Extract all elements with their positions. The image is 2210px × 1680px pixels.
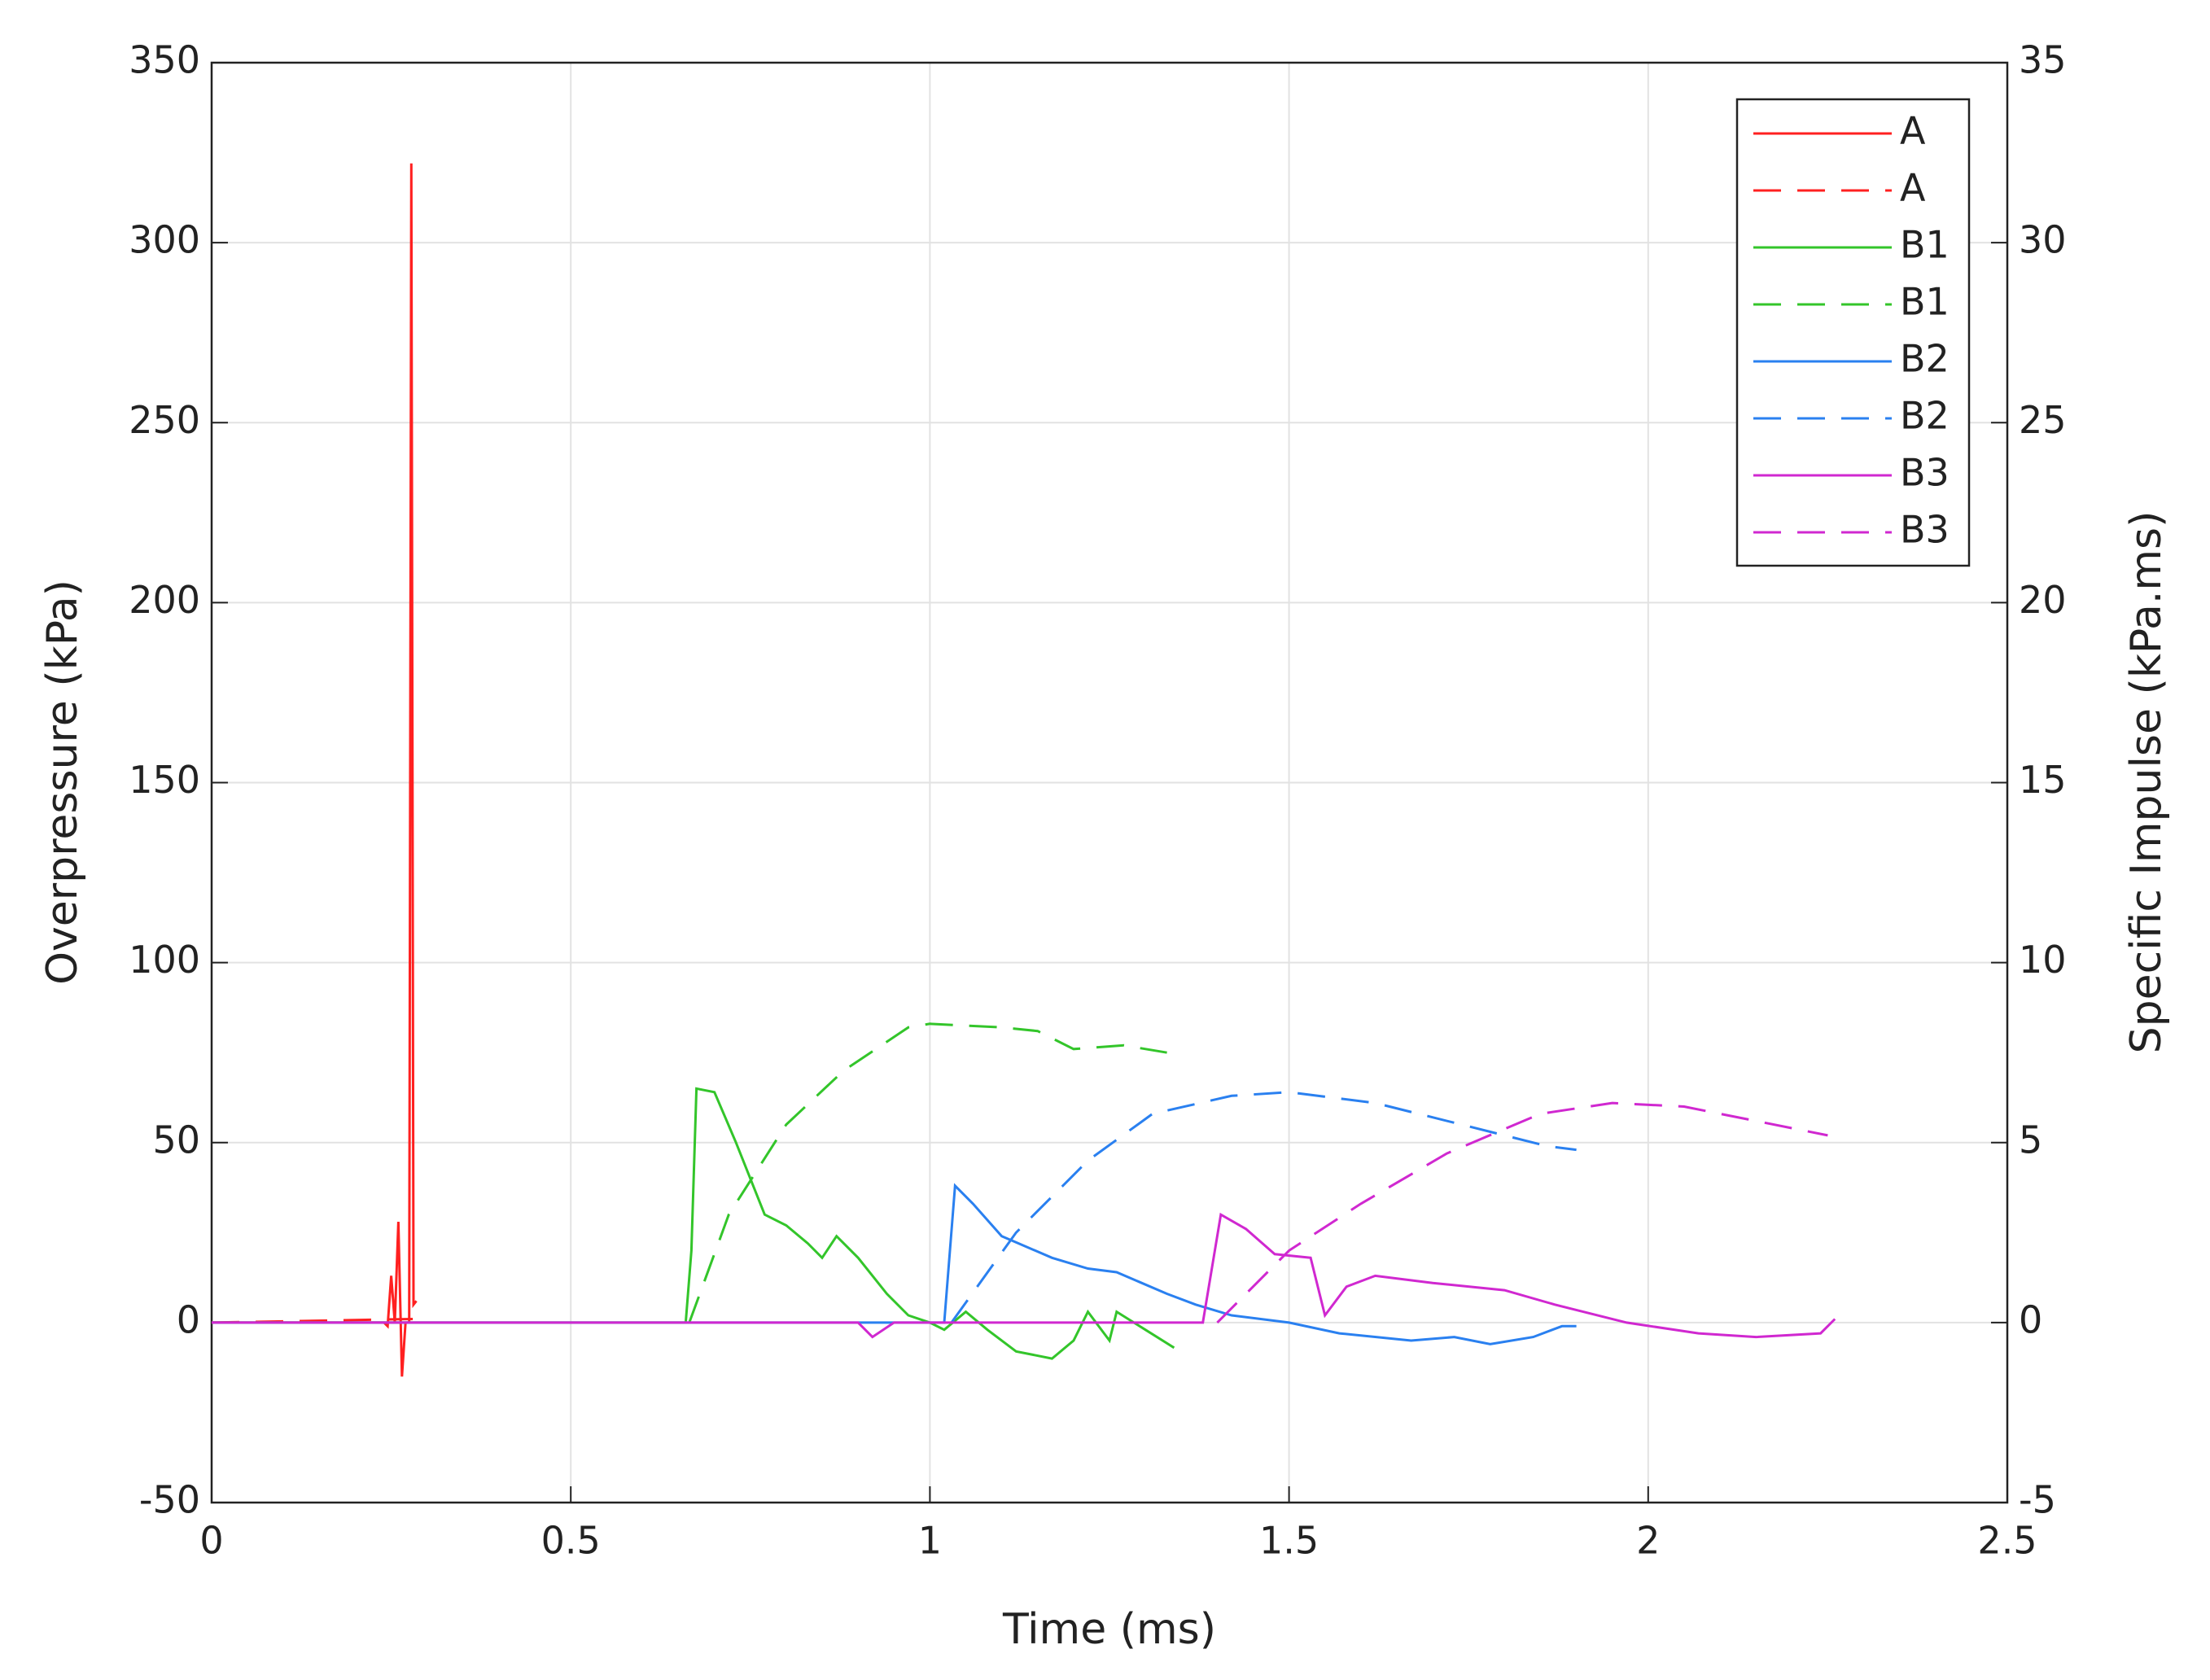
legend-label: B2: [1900, 394, 1950, 438]
x-axis-label: Time (ms): [1002, 1605, 1216, 1654]
y-tick-label: 250: [129, 398, 200, 442]
y-tick-label: 350: [129, 38, 200, 82]
legend-label: B3: [1900, 508, 1950, 552]
y-tick-label: 300: [129, 218, 200, 262]
x-tick-label: 1.5: [1259, 1519, 1319, 1563]
y2-tick-label: 30: [2019, 218, 2067, 262]
y2-tick-label: 35: [2019, 38, 2067, 82]
legend-label: A: [1900, 109, 1926, 153]
plot-frame: [210, 61, 2009, 1504]
legend-label: B1: [1900, 223, 1950, 267]
legend-label: A: [1900, 166, 1926, 210]
y2-tick-label: 0: [2019, 1297, 2042, 1341]
legend-label: B2: [1900, 337, 1950, 381]
x-tick-label: 0.5: [541, 1519, 601, 1563]
y2-tick-label: 20: [2019, 578, 2067, 622]
series-line: [688, 1022, 1167, 1323]
x-tick-label: 2: [1636, 1519, 1660, 1563]
y2-tick-label: 25: [2019, 398, 2067, 442]
y-tick-label: 100: [129, 938, 200, 982]
legend-label: B3: [1900, 451, 1950, 495]
x-tick-label: 2.5: [1977, 1519, 2037, 1563]
y2-tick-label: 5: [2019, 1118, 2042, 1162]
series-line: [212, 1087, 1175, 1360]
legend-label: B1: [1900, 280, 1950, 324]
y-tick-label: 0: [177, 1297, 200, 1341]
y2-tick-label: -5: [2019, 1478, 2056, 1522]
y-tick-label: 200: [129, 578, 200, 622]
series-line: [212, 163, 418, 1377]
series-line: [1216, 1101, 1828, 1323]
y2-tick-label: 10: [2019, 938, 2067, 982]
series-line: [211, 1318, 414, 1324]
y2-axis-label: Specific Impulse (kPa.ms): [2122, 511, 2171, 1054]
series-line: [212, 1183, 1577, 1345]
y2-tick-label: 15: [2019, 758, 2067, 802]
x-tick-label: 1: [918, 1519, 942, 1563]
y-axis-label: Overpressure (kPa): [38, 580, 87, 985]
series-line: [212, 1212, 1836, 1339]
y-tick-label: -50: [139, 1478, 200, 1522]
legend-box: [1735, 98, 1971, 567]
series-line: [950, 1091, 1577, 1323]
y-tick-label: 50: [152, 1118, 200, 1162]
x-tick-label: 0: [199, 1519, 223, 1563]
y-tick-label: 150: [129, 758, 200, 802]
